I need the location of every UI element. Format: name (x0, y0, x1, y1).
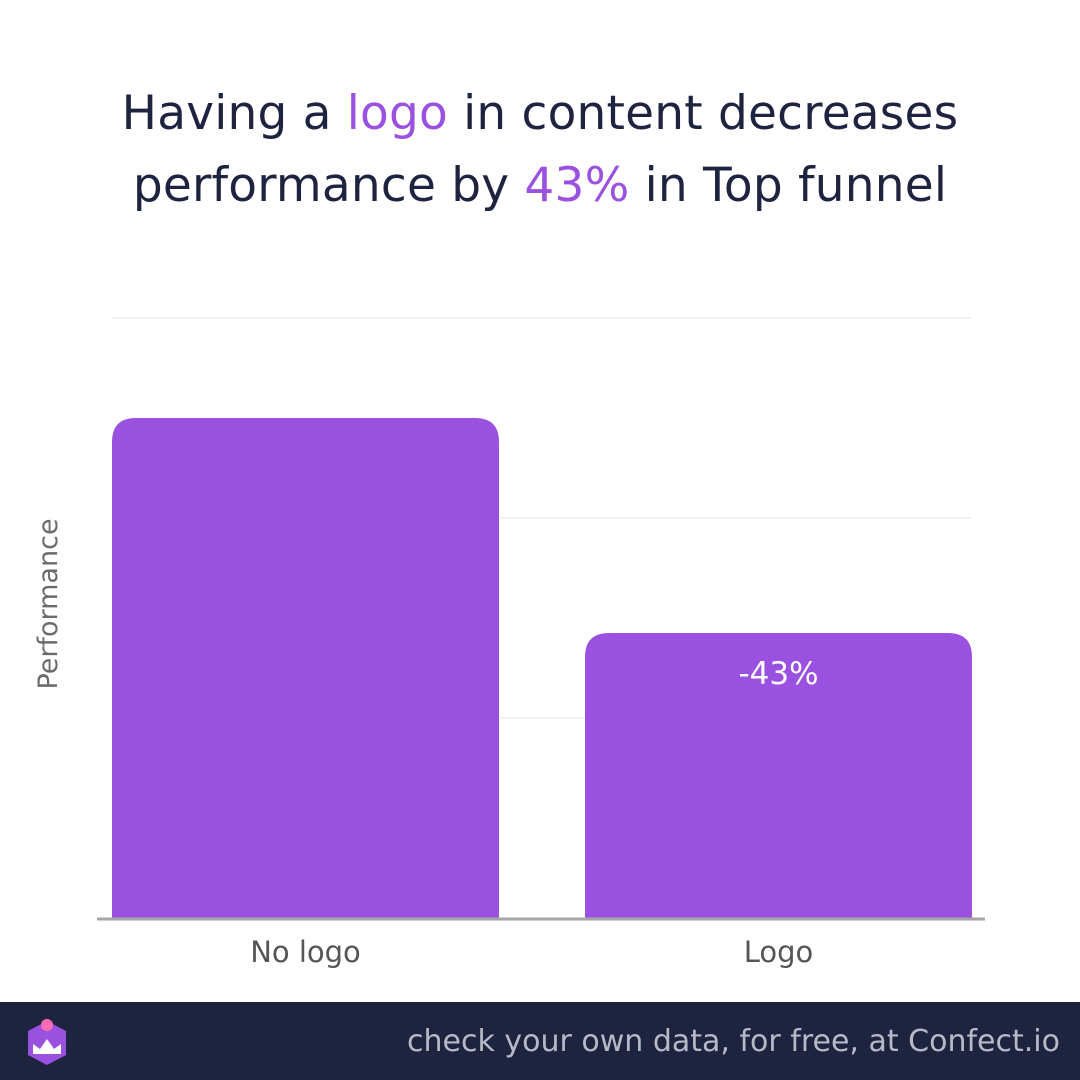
confect-logo-icon (28, 1019, 66, 1065)
y-axis-label: Performance (33, 518, 64, 689)
title-highlight-percent: 43% (524, 158, 630, 213)
footer-text: check your own data, for free, at Confec… (407, 1024, 1060, 1059)
bar-logo (585, 633, 972, 918)
chart-title: Having a logo in content decreases perfo… (0, 78, 1080, 222)
title-highlight-logo: logo (346, 86, 448, 141)
title-text-4: in Top funnel (629, 158, 948, 213)
x-tick-label-1: Logo (744, 935, 814, 969)
title-text-2: in content decreases (448, 86, 959, 141)
title-text-1: Having a (121, 86, 347, 141)
x-tick-label-0: No logo (250, 935, 361, 969)
bar-no-logo (112, 418, 499, 918)
footer-banner: check your own data, for free, at Confec… (0, 1002, 1080, 1080)
title-text-3: performance by (132, 158, 525, 213)
data-label-1: -43% (738, 656, 818, 692)
bar-chart: No logo Logo -43% Performance (33, 317, 985, 969)
